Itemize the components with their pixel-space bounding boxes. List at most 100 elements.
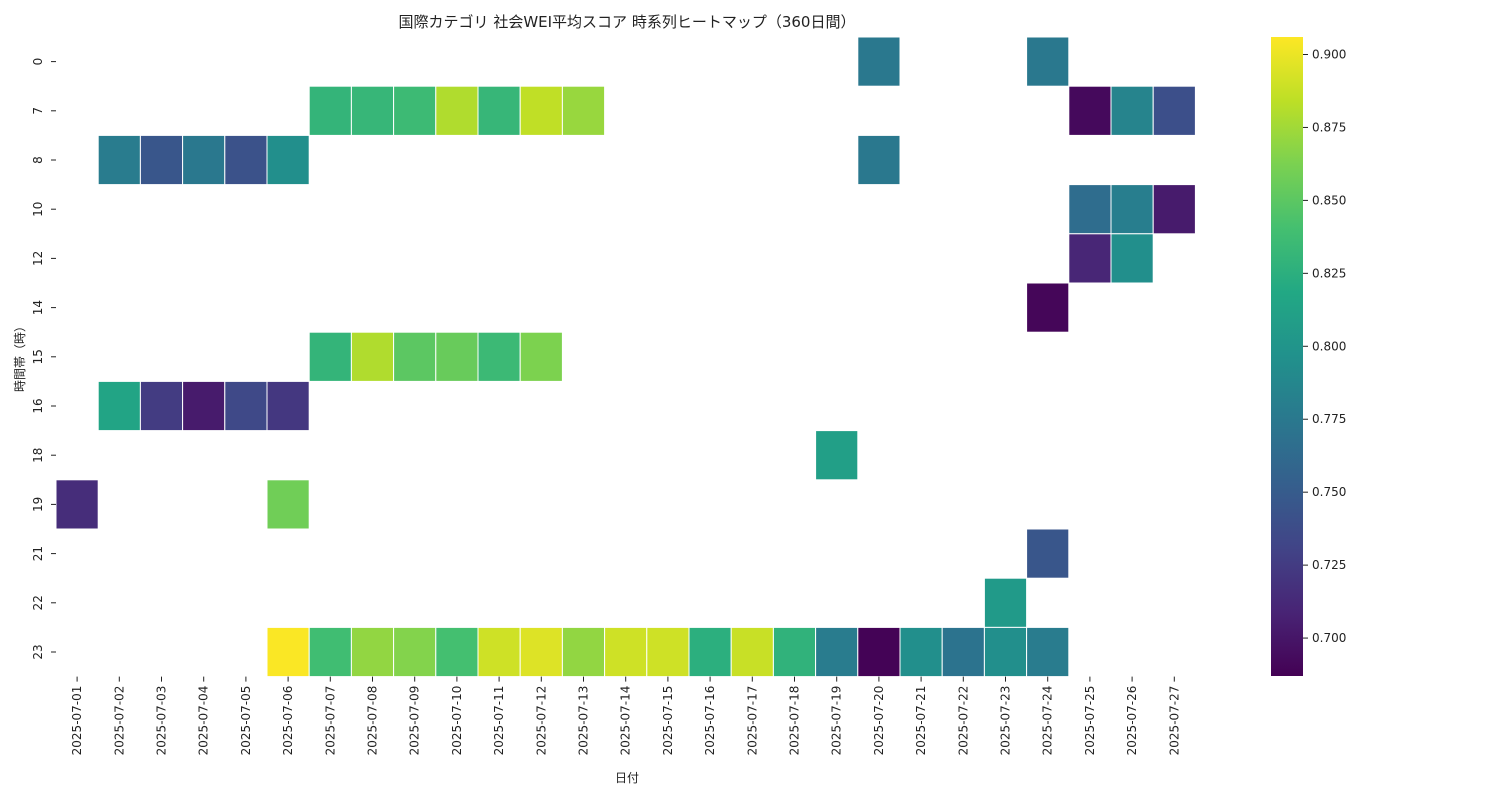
y-tick-label: 18 <box>31 448 45 463</box>
heatmap-cell <box>1110 85 1154 136</box>
x-tick-label: 2025-07-26 <box>1125 686 1139 756</box>
heatmap-cell <box>97 380 141 432</box>
y-tick-label: 22 <box>31 595 45 610</box>
x-tick-label: 2025-07-21 <box>914 686 928 756</box>
heatmap-cell <box>139 134 184 186</box>
x-tick-label: 2025-07-01 <box>70 686 84 756</box>
heatmap-cell <box>266 626 310 678</box>
heatmap-cell <box>182 134 226 186</box>
heatmap-cell <box>857 36 901 87</box>
x-tick-label: 2025-07-19 <box>830 686 844 756</box>
heatmap-cell <box>55 479 99 530</box>
x-tick-label: 2025-07-23 <box>999 686 1013 756</box>
heatmap-cell <box>519 331 563 382</box>
x-tick-label: 2025-07-18 <box>788 686 802 756</box>
colorbar-tick-label: 0.875 <box>1312 120 1346 134</box>
heatmap-cell <box>1026 528 1070 579</box>
x-axis-label: 日付 <box>615 771 639 785</box>
x-tick-label: 2025-07-25 <box>1083 686 1097 756</box>
heatmap-cell <box>1068 184 1112 235</box>
x-tick-label: 2025-07-14 <box>619 686 633 756</box>
heatmap-cell <box>393 626 437 678</box>
heatmap-cell <box>899 626 943 678</box>
x-tick-label: 2025-07-13 <box>577 686 591 756</box>
colorbar-tick-label: 0.800 <box>1312 339 1346 353</box>
heatmap-cell <box>519 626 563 678</box>
x-tick-label: 2025-07-02 <box>112 686 126 756</box>
heatmap-cell <box>983 577 1028 628</box>
x-tick-label: 2025-07-15 <box>661 686 675 756</box>
y-tick-label: 10 <box>31 202 45 217</box>
heatmap-cell <box>604 626 648 678</box>
x-tick-label: 2025-07-10 <box>450 686 464 756</box>
x-tick-label: 2025-07-05 <box>239 686 253 756</box>
colorbar-tick-label: 0.900 <box>1312 48 1346 62</box>
heatmap-cell <box>730 626 774 678</box>
x-tick-label: 2025-07-12 <box>534 686 548 756</box>
x-tick-label: 2025-07-11 <box>492 686 506 756</box>
heatmap-cell <box>224 134 268 186</box>
heatmap-cell <box>983 626 1028 678</box>
colorbar-tick-label: 0.850 <box>1312 193 1346 207</box>
y-axis-ticks: 0 7 8 10 12 14 15 16 18 19 21 22 23 <box>31 58 56 660</box>
heatmap-cell <box>1068 85 1112 136</box>
colorbar-tick-label: 0.700 <box>1312 631 1346 645</box>
heatmap-cell <box>688 626 732 678</box>
colorbar-tick-label: 0.825 <box>1312 266 1346 280</box>
heatmap-cell <box>1152 184 1196 235</box>
heatmap-cell <box>350 331 395 382</box>
colorbar-tick-label: 0.775 <box>1312 412 1346 426</box>
heatmap-cell <box>646 626 690 678</box>
y-tick-label: 8 <box>31 156 45 164</box>
heatmap-cell <box>308 626 352 678</box>
colorbar: 0.700 0.725 0.750 0.775 0.800 0.825 0.850 0.875… <box>1271 37 1346 676</box>
y-tick-label: 16 <box>31 398 45 413</box>
x-tick-label: 2025-07-27 <box>1167 686 1181 756</box>
x-tick-label: 2025-07-09 <box>408 686 422 756</box>
heatmap-cell <box>1026 282 1070 333</box>
heatmap-cell <box>224 380 268 432</box>
heatmap-cell <box>815 626 859 678</box>
heatmap-cell <box>477 626 521 678</box>
x-tick-label: 2025-07-17 <box>745 686 759 756</box>
y-tick-label: 23 <box>31 644 45 659</box>
y-axis-label: 時間帯（時） <box>13 320 27 392</box>
heatmap-cell <box>266 134 310 186</box>
heatmap-cell <box>561 85 606 136</box>
heatmap-cell <box>1026 36 1070 87</box>
y-tick-label: 19 <box>31 497 45 512</box>
heatmap-cells <box>55 36 1196 678</box>
heatmap-cell <box>1110 233 1154 284</box>
heatmap-cell <box>182 380 226 432</box>
y-tick-label: 21 <box>31 546 45 561</box>
heatmap-cell <box>561 626 606 678</box>
heatmap-cell <box>857 134 901 186</box>
heatmap-cell <box>350 85 395 136</box>
heatmap-cell <box>1068 233 1112 284</box>
heatmap-cell <box>266 380 310 432</box>
x-tick-label: 2025-07-20 <box>872 686 886 756</box>
heatmap-cell <box>815 430 859 481</box>
colorbar-tick-label: 0.725 <box>1312 558 1346 572</box>
heatmap-cell <box>435 626 479 678</box>
x-tick-label: 2025-07-04 <box>197 686 211 756</box>
heatmap-cell <box>1110 184 1154 235</box>
heatmap-cell <box>857 626 901 678</box>
heatmap-cell <box>772 626 817 678</box>
y-tick-label: 14 <box>31 300 45 315</box>
heatmap-cell <box>350 626 395 678</box>
heatmap-cell <box>139 380 184 432</box>
x-tick-label: 2025-07-06 <box>281 686 295 756</box>
x-tick-label: 2025-07-16 <box>703 686 717 756</box>
heatmap-cell <box>435 85 479 136</box>
heatmap-cell <box>519 85 563 136</box>
y-tick-label: 12 <box>31 251 45 266</box>
heatmap-cell <box>477 331 521 382</box>
colorbar-tick-label: 0.750 <box>1312 485 1346 499</box>
heatmap-cell <box>941 626 985 678</box>
x-tick-label: 2025-07-08 <box>366 686 380 756</box>
heatmap-cell <box>97 134 141 186</box>
chart-title: 国際カテゴリ 社会WEI平均スコア 時系列ヒートマップ（360日間） <box>399 13 856 31</box>
